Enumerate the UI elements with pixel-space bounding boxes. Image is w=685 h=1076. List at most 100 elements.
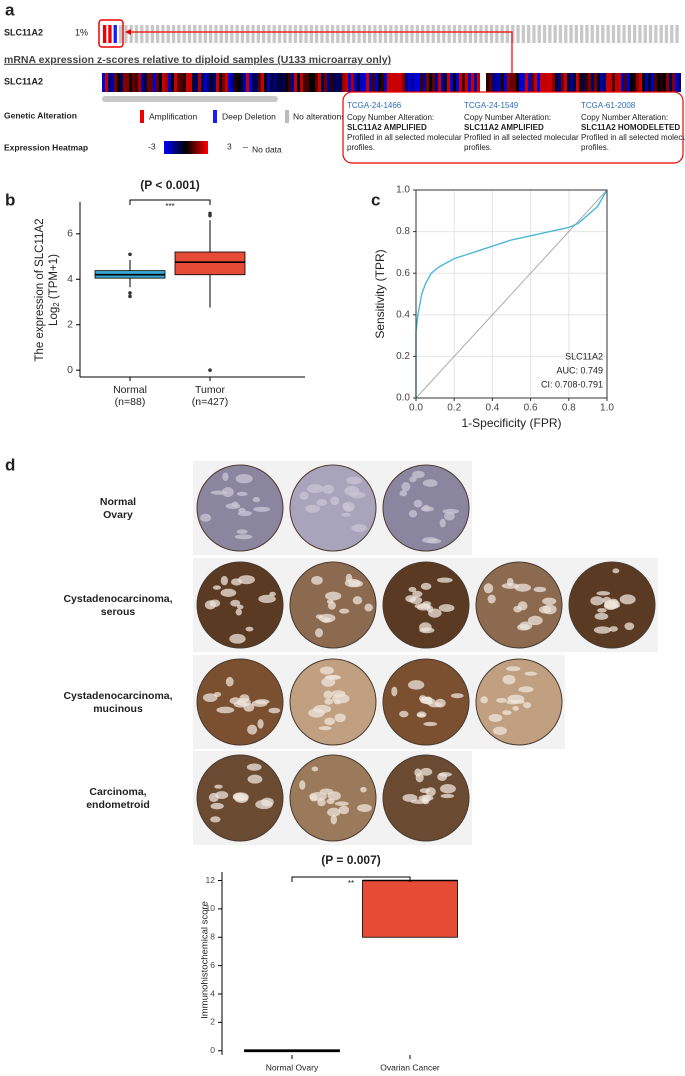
annotation: AUC: 0.749 (556, 365, 603, 375)
sample-bar (171, 25, 176, 43)
tissue-texture (269, 591, 276, 597)
heat-cell (450, 73, 453, 92)
tissue-texture (327, 807, 341, 817)
heat-cell (297, 73, 300, 92)
tooltip-line: profiles. (464, 143, 492, 152)
tissue-texture (352, 596, 363, 605)
tissue-texture (419, 695, 427, 702)
sample-bar (219, 25, 223, 43)
tissue-texture (202, 693, 218, 703)
tooltip-line: Copy Number Alteration: (464, 113, 551, 122)
sample-bar (193, 25, 197, 43)
tissue-texture (210, 802, 224, 810)
tissue-texture (412, 590, 423, 598)
tissue-texture (436, 577, 453, 583)
heat-cell (609, 73, 612, 92)
heat-cell (177, 73, 180, 92)
y-tick-label: 0 (210, 1045, 215, 1055)
heat-cell (660, 73, 663, 92)
heat-cell (195, 73, 198, 92)
tissue-texture (325, 675, 340, 680)
sample-bar (553, 25, 557, 43)
heat-cell (477, 73, 480, 92)
tissue-texture (257, 719, 264, 729)
heat-cell (471, 73, 474, 92)
heat-cell (582, 73, 585, 92)
heat-cell (270, 73, 273, 92)
sample-bar (580, 25, 584, 43)
heat-cell (219, 73, 222, 92)
tissue-texture (420, 506, 434, 512)
heat-cell (324, 73, 327, 92)
heat-cell (528, 73, 531, 92)
tooltip-line: Copy Number Alteration: (347, 113, 434, 122)
heat-cell (654, 73, 657, 92)
heat-cell (564, 73, 567, 92)
chart-title: (P = 0.007) (321, 853, 380, 867)
tissue-texture (624, 622, 635, 631)
legend-title: Genetic Alteration (4, 110, 77, 120)
tooltip-line: Profiled in all selected molecular (464, 133, 579, 142)
tissue-texture (440, 783, 456, 794)
tissue-texture (255, 799, 273, 810)
tissue-texture (357, 804, 372, 813)
sample-bar (548, 25, 552, 43)
panel-label: b (5, 190, 15, 209)
tissue-texture (408, 509, 418, 518)
tissue-texture (444, 511, 455, 521)
heat-cell (348, 73, 351, 92)
tissue-texture (439, 518, 446, 528)
tissue-texture (216, 706, 235, 714)
heatmap-gene: SLC11A2 (4, 76, 43, 86)
tissue-texture (488, 713, 503, 723)
ihc-row-label: Cystadenocarcinoma, serous (63, 593, 172, 618)
ihc-row-label: Normal Ovary (100, 496, 136, 521)
tissue-texture (230, 599, 241, 607)
tissue-texture (351, 524, 367, 532)
y-tick-label: 2 (67, 319, 73, 331)
tissue-texture (612, 568, 620, 574)
heat-cell (516, 73, 519, 92)
heat-cell (342, 73, 345, 92)
tissue-texture (409, 596, 423, 604)
label-part: 2 (52, 302, 61, 307)
heat-cell (642, 73, 645, 92)
heat-cell (189, 73, 192, 92)
heat-cell (417, 73, 420, 92)
heat-cell (615, 73, 618, 92)
heat-cell (393, 73, 396, 92)
tissue-texture (426, 538, 442, 544)
tissue-texture (344, 578, 361, 588)
heat-cell (381, 73, 384, 92)
color-scale (164, 141, 208, 154)
tissue-texture (412, 470, 425, 479)
heat-cell (441, 73, 444, 92)
y-tick-label: 0.0 (396, 393, 410, 404)
y-tick-label: 4 (210, 988, 215, 998)
sample-bar (405, 25, 409, 43)
tissue-texture (533, 586, 547, 593)
heat-cell (174, 73, 177, 92)
outlier (128, 291, 132, 295)
heat-cell (192, 73, 195, 92)
heat-cell (402, 73, 405, 92)
sample-bar (542, 25, 547, 43)
scroll-bar (102, 96, 278, 102)
heat-cell (567, 73, 570, 92)
x-tick-label: 0.0 (409, 403, 423, 414)
sample-bar (330, 25, 335, 43)
heat-cell (663, 73, 666, 92)
y-tick-label: 12 (206, 875, 216, 885)
tissue-texture (339, 608, 350, 614)
tissue-texture (247, 774, 263, 784)
tooltip-sample: TCGA-61-2008 (581, 101, 636, 110)
sample-bar (150, 25, 154, 43)
sample-bar (134, 25, 139, 43)
heat-cell (456, 73, 459, 92)
significance: ** (348, 879, 354, 888)
heat-cell (345, 73, 348, 92)
sample-bar (633, 25, 637, 43)
heat-cell (336, 73, 339, 92)
tissue-texture (506, 699, 519, 705)
